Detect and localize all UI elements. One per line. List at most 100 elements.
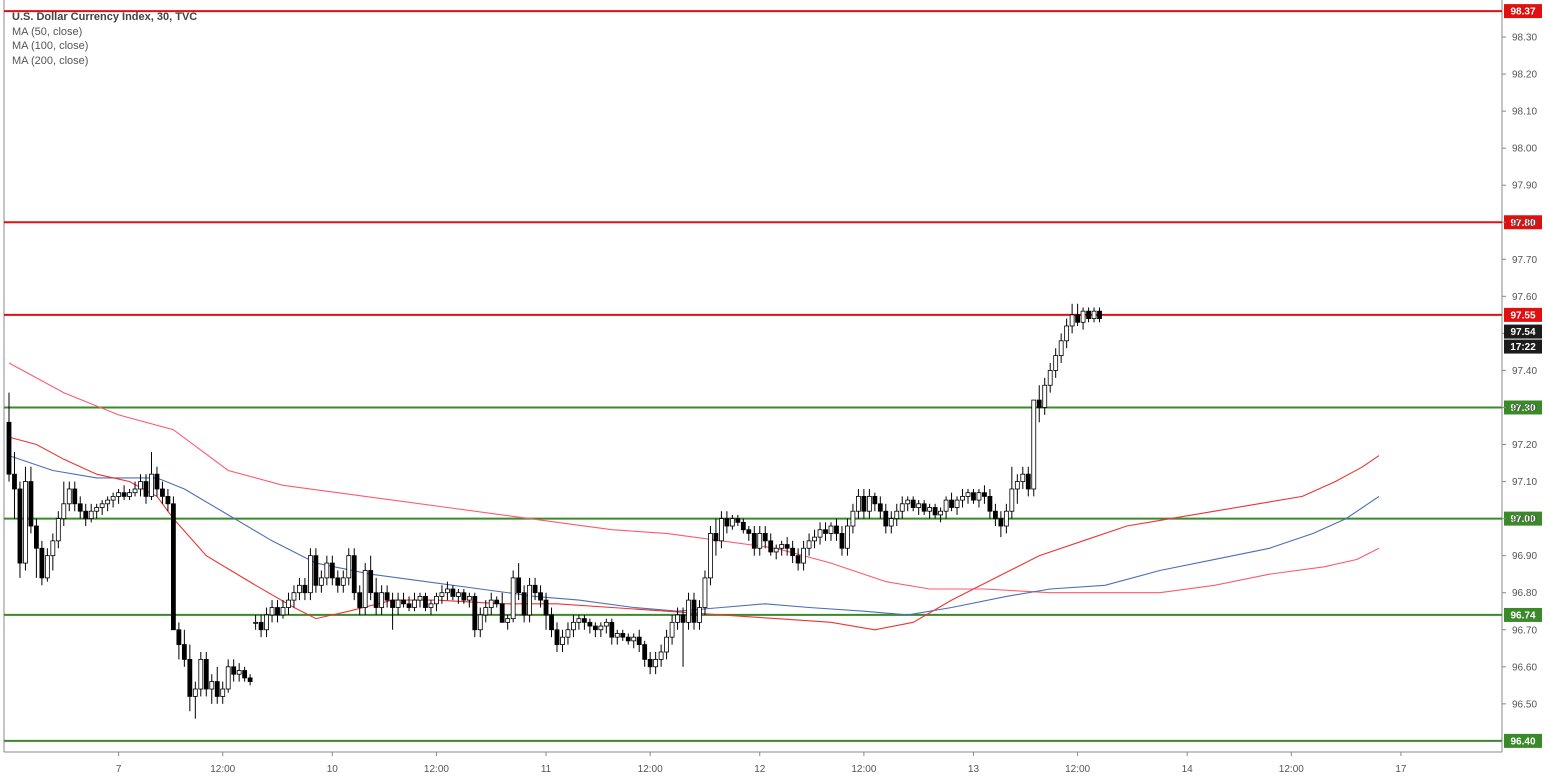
level-price-tag	[1504, 400, 1542, 415]
candle	[549, 607, 554, 638]
candle-body	[916, 503, 922, 508]
candle	[105, 496, 111, 512]
candle	[1031, 399, 1037, 497]
candle	[614, 629, 620, 645]
candle	[154, 466, 160, 497]
candle-body	[499, 603, 505, 623]
candle	[401, 592, 406, 608]
candle-body	[307, 555, 313, 594]
candle-body	[121, 492, 127, 497]
candle	[620, 629, 626, 641]
candle-body	[12, 473, 17, 490]
candle	[768, 533, 774, 556]
candle-body	[713, 533, 719, 542]
candle-body	[877, 503, 883, 512]
chart-title: U.S. Dollar Currency Index, 30, TVC	[12, 11, 198, 23]
candle	[872, 492, 878, 512]
candle-body	[99, 503, 105, 508]
candle	[686, 592, 691, 630]
candle	[368, 555, 374, 601]
candle	[784, 537, 790, 556]
candle	[801, 540, 806, 571]
candle-body	[757, 533, 763, 549]
candle	[823, 522, 828, 541]
candle-body	[412, 599, 417, 608]
candle	[642, 640, 648, 667]
candle-body	[554, 629, 560, 645]
candle	[1009, 466, 1015, 519]
candle-body	[888, 518, 894, 527]
candle	[329, 555, 335, 586]
candle-body	[6, 421, 12, 475]
candle-body	[149, 473, 154, 497]
candle-body	[116, 492, 121, 497]
x-tick-label: 7	[116, 764, 122, 775]
candle	[806, 533, 812, 556]
candle	[1036, 385, 1042, 423]
level-price-tag	[1504, 511, 1542, 526]
candle	[587, 618, 593, 634]
candle	[746, 526, 752, 541]
candle	[960, 488, 965, 508]
candle	[483, 600, 489, 623]
candle-body	[247, 677, 253, 683]
candle-body	[395, 599, 401, 608]
candle-body	[894, 510, 900, 520]
level-price-tag	[1504, 4, 1542, 19]
candle	[1053, 348, 1059, 378]
legend-ma200: MA (200, close)	[12, 54, 89, 67]
y-tick-label: 98.30	[1512, 33, 1537, 44]
candle	[61, 481, 67, 527]
candle	[181, 629, 187, 667]
candle	[751, 526, 757, 556]
candle	[66, 481, 72, 512]
candle-body	[910, 499, 916, 508]
legend-ma50: MA (50, close)	[12, 25, 83, 38]
candle-body	[165, 495, 171, 505]
candle-body	[466, 596, 472, 601]
candle-body	[77, 503, 83, 512]
candle	[554, 622, 560, 652]
candle	[932, 503, 938, 519]
candle-body	[313, 555, 319, 586]
candle-body	[23, 481, 28, 564]
candle-body	[198, 658, 204, 690]
candle-body	[428, 603, 434, 608]
candle-body	[697, 607, 702, 623]
candle-body	[609, 621, 615, 638]
candle	[280, 600, 286, 619]
countdown-label: 17:22	[1510, 342, 1536, 353]
candle	[592, 622, 598, 638]
candle	[817, 522, 823, 545]
candle-body	[850, 510, 856, 527]
candle-body	[856, 495, 861, 512]
candle-body	[477, 614, 483, 631]
candle-body	[587, 621, 593, 627]
candle	[494, 596, 500, 608]
candle	[834, 518, 839, 541]
candle-body	[571, 621, 576, 631]
candle	[127, 488, 132, 501]
candle-body	[708, 533, 713, 579]
candle	[560, 629, 565, 652]
candle	[269, 600, 275, 623]
candle-body	[362, 570, 368, 608]
candle-body	[444, 588, 450, 594]
y-tick-label: 97.20	[1512, 440, 1537, 451]
moving-averages	[8, 362, 1380, 631]
candle-body	[1014, 481, 1020, 490]
candle	[543, 592, 549, 630]
candle-body	[439, 592, 445, 597]
candle-body	[455, 592, 461, 597]
candle-body	[50, 540, 56, 557]
candle	[680, 607, 686, 667]
candle-body	[746, 529, 752, 534]
level-price-label: 97.80	[1510, 218, 1535, 229]
x-tick-label: 12:00	[851, 764, 876, 775]
candle	[83, 503, 89, 527]
candle-body	[823, 529, 828, 534]
candle	[1058, 333, 1064, 364]
y-tick-label: 97.00	[1512, 514, 1537, 525]
candle	[192, 681, 198, 719]
